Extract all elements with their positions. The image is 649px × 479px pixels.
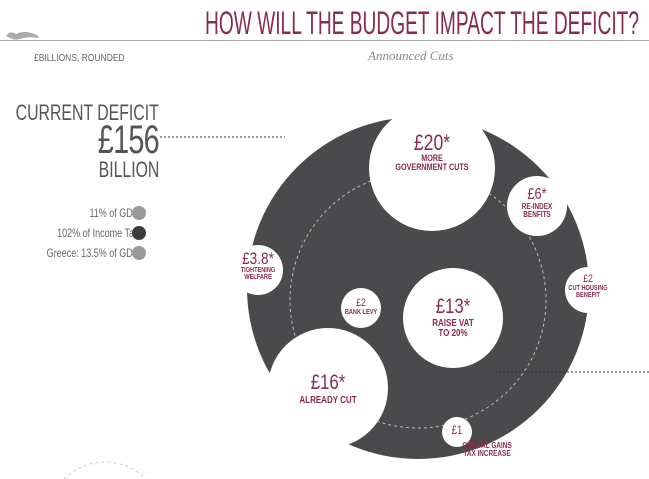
bubble-capital-gains: £1 [437, 424, 477, 436]
partial-dashed-circle [63, 461, 147, 479]
legend-dot-icon [132, 206, 146, 220]
ornament-icon [6, 32, 39, 40]
deficit-unit: BILLION [98, 157, 159, 182]
bubble-label: TIGHTENING [240, 267, 276, 274]
legend-label: Greece: 13.5% of GDP [46, 246, 139, 260]
bubble-label: CAPITAL GAINS [462, 441, 512, 450]
bubble-circle [369, 105, 495, 231]
bubble-label: BENEFIT [576, 292, 600, 299]
legend-dot-icon [132, 226, 146, 240]
bubble-value: £16* [310, 371, 346, 394]
bubble-label: TAX INCREASE [463, 449, 511, 458]
bubble-value: £3.8* [242, 249, 274, 268]
diagram-subtitle: Announced Cuts [368, 48, 454, 63]
bubble-circle [507, 176, 567, 236]
units-label: £BILLIONS, ROUNDED [34, 53, 125, 64]
bubble-value: £13* [435, 295, 471, 318]
legend-label: 102% of Income Tax [57, 226, 139, 240]
legend-dot-icon [132, 246, 146, 260]
bubble-label: RAISE VAT [432, 318, 474, 329]
bubble-label: GOVERNMENT CUTS [395, 162, 469, 172]
bubble-value: £2 [356, 297, 366, 309]
bubble-label: BANK LEVY [344, 309, 378, 316]
bubble-label: ALREADY CUT [299, 395, 357, 406]
bubble-circle [341, 288, 381, 328]
bubble-label: BENFITS [523, 210, 551, 219]
bubble-raise-vat: £13* RAISE VAT TO 20% [403, 296, 503, 339]
bubble-circle [565, 267, 611, 313]
bubble-label: RE-INDEX [521, 202, 553, 211]
bubble-label: MORE [421, 153, 443, 163]
bubble-value: £2 [583, 273, 593, 285]
title-divider [0, 40, 649, 41]
bubble-label: WELFARE [244, 274, 272, 281]
bubble-circle [268, 328, 388, 448]
deficit-label: CURRENT DEFICIT [15, 100, 159, 125]
bubble-label: TO 20% [438, 328, 468, 339]
page-title: HOW WILL THE BUDGET IMPACT THE DEFICIT? [205, 5, 639, 41]
bubble-tightening-welfare: £3.8* TIGHTENING WELFARE [228, 250, 288, 281]
legend-label: 11% of GDP [89, 206, 139, 220]
bubble-re-index-benefits: £6* RE-INDEX BENFITS [507, 187, 567, 219]
bubble-circle [442, 417, 472, 447]
bubble-value: £6* [527, 186, 547, 203]
bubble-circle [403, 268, 503, 368]
capital-gains-label: CAPITAL GAINS TAX INCREASE [452, 442, 522, 458]
bubble-already-cut: £16* ALREADY CUT [283, 372, 373, 406]
bubble-cut-housing-benefit: £2 CUT HOUSING BENEFIT [558, 273, 618, 300]
bubble-more-government-cuts: £20* MORE GOVERNMENT CUTS [372, 132, 492, 172]
bubble-value: £20* [413, 130, 451, 155]
deficit-value: £156 [97, 118, 160, 162]
bubble-bank-levy: £2 BANK LEVY [336, 297, 386, 317]
bubble-value: £1 [451, 423, 463, 437]
bubble-label: CUT HOUSING [568, 285, 608, 292]
bubble-circle [233, 245, 283, 295]
